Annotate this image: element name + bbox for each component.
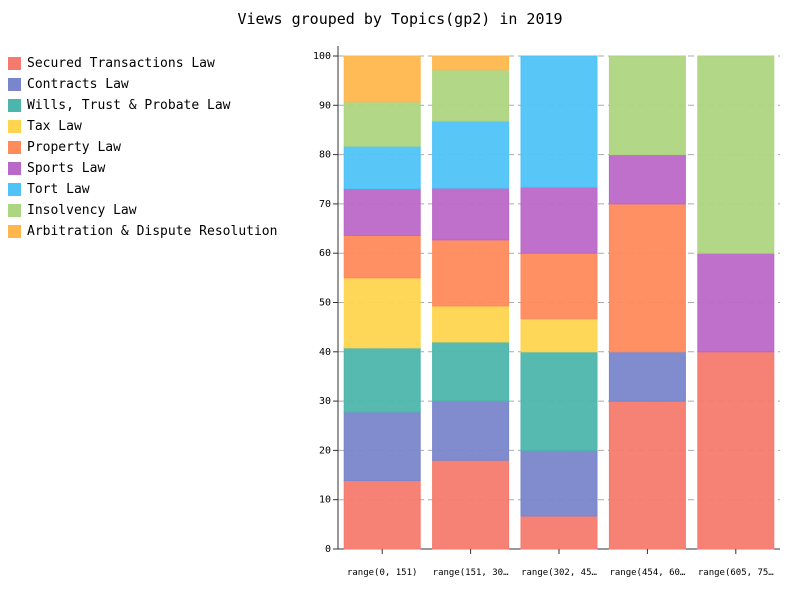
bar-segment[interactable] bbox=[343, 277, 421, 349]
bar-segment[interactable] bbox=[520, 449, 598, 517]
y-tick-label: 80 bbox=[319, 150, 331, 161]
legend-label: Secured Transactions Law bbox=[27, 56, 215, 71]
bar-segment[interactable] bbox=[697, 55, 775, 254]
legend: Secured Transactions Law Contracts Law Wil… bbox=[8, 53, 277, 242]
legend-swatch bbox=[8, 225, 21, 238]
legend-label: Tax Law bbox=[27, 119, 82, 134]
y-tick-label: 90 bbox=[319, 100, 331, 111]
legend-item[interactable]: Sports Law bbox=[8, 158, 277, 179]
y-tick-label: 60 bbox=[319, 248, 331, 259]
bar-segment[interactable] bbox=[432, 120, 510, 189]
y-tick-label: 10 bbox=[319, 495, 331, 506]
bar-segment[interactable] bbox=[432, 187, 510, 241]
x-tick-label: range(605, 75… bbox=[698, 568, 774, 578]
legend-label: Property Law bbox=[27, 140, 121, 155]
legend-swatch bbox=[8, 204, 21, 217]
legend-item[interactable]: Property Law bbox=[8, 137, 277, 158]
y-tick-label: 100 bbox=[313, 51, 331, 62]
bar-segment[interactable] bbox=[343, 145, 421, 190]
legend-label: Wills, Trust & Probate Law bbox=[27, 98, 231, 113]
bar-segment[interactable] bbox=[343, 101, 421, 147]
legend-label: Insolvency Law bbox=[27, 203, 137, 218]
legend-item[interactable]: Tort Law bbox=[8, 179, 277, 200]
bar-segment[interactable] bbox=[343, 55, 421, 103]
legend-swatch bbox=[8, 141, 21, 154]
bar-segment[interactable] bbox=[520, 351, 598, 451]
bar-segment[interactable] bbox=[697, 252, 775, 353]
x-tick-label: range(151, 30… bbox=[433, 568, 509, 578]
legend-item[interactable]: Wills, Trust & Probate Law bbox=[8, 95, 277, 116]
bar-segment[interactable] bbox=[343, 347, 421, 413]
bar-segment[interactable] bbox=[432, 341, 510, 402]
legend-item[interactable]: Arbitration & Dispute Resolution bbox=[8, 221, 277, 242]
y-tick-label: 30 bbox=[319, 396, 331, 407]
bar-segment[interactable] bbox=[432, 55, 510, 71]
legend-item[interactable]: Secured Transactions Law bbox=[8, 53, 277, 74]
bar-segment[interactable] bbox=[520, 318, 598, 353]
bar-segment[interactable] bbox=[432, 239, 510, 307]
bar-segment[interactable] bbox=[608, 154, 686, 205]
legend-label: Tort Law bbox=[27, 182, 90, 197]
bar-segment[interactable] bbox=[343, 188, 421, 236]
legend-item[interactable]: Insolvency Law bbox=[8, 200, 277, 221]
bar-segment[interactable] bbox=[520, 252, 598, 320]
legend-label: Sports Law bbox=[27, 161, 106, 176]
legend-swatch bbox=[8, 99, 21, 112]
bar-segment[interactable] bbox=[697, 351, 775, 550]
bar-segment[interactable] bbox=[432, 305, 510, 343]
x-tick-label: range(302, 45… bbox=[521, 568, 597, 578]
legend-swatch bbox=[8, 120, 21, 133]
y-tick-label: 0 bbox=[325, 544, 331, 555]
y-tick-label: 20 bbox=[319, 445, 331, 456]
bar-segment[interactable] bbox=[608, 203, 686, 353]
legend-swatch bbox=[8, 78, 21, 91]
bar-segment[interactable] bbox=[432, 69, 510, 122]
bar-segment[interactable] bbox=[608, 351, 686, 402]
legend-swatch bbox=[8, 183, 21, 196]
legend-label: Arbitration & Dispute Resolution bbox=[27, 224, 278, 239]
bar-segment[interactable] bbox=[343, 234, 421, 279]
chart-title: Views grouped by Topics(gp2) in 2019 bbox=[237, 10, 563, 28]
bar-segment[interactable] bbox=[343, 479, 421, 550]
y-tick-label: 50 bbox=[319, 298, 331, 309]
y-tick-label: 70 bbox=[319, 199, 331, 210]
bar-segment[interactable] bbox=[608, 55, 686, 156]
bar-segment[interactable] bbox=[432, 400, 510, 461]
legend-label: Contracts Law bbox=[27, 77, 129, 92]
bar-segment[interactable] bbox=[520, 186, 598, 254]
bar-segment[interactable] bbox=[520, 55, 598, 188]
bar-segment[interactable] bbox=[432, 459, 510, 550]
x-tick-label: range(454, 60… bbox=[609, 568, 685, 578]
bar-segment[interactable] bbox=[520, 515, 598, 550]
legend-swatch bbox=[8, 162, 21, 175]
x-tick-label: range(0, 151) bbox=[347, 568, 417, 578]
y-tick-label: 40 bbox=[319, 347, 331, 358]
bar-segment[interactable] bbox=[608, 400, 686, 550]
legend-item[interactable]: Contracts Law bbox=[8, 74, 277, 95]
bar-segment[interactable] bbox=[343, 411, 421, 481]
legend-swatch bbox=[8, 57, 21, 70]
legend-item[interactable]: Tax Law bbox=[8, 116, 277, 137]
